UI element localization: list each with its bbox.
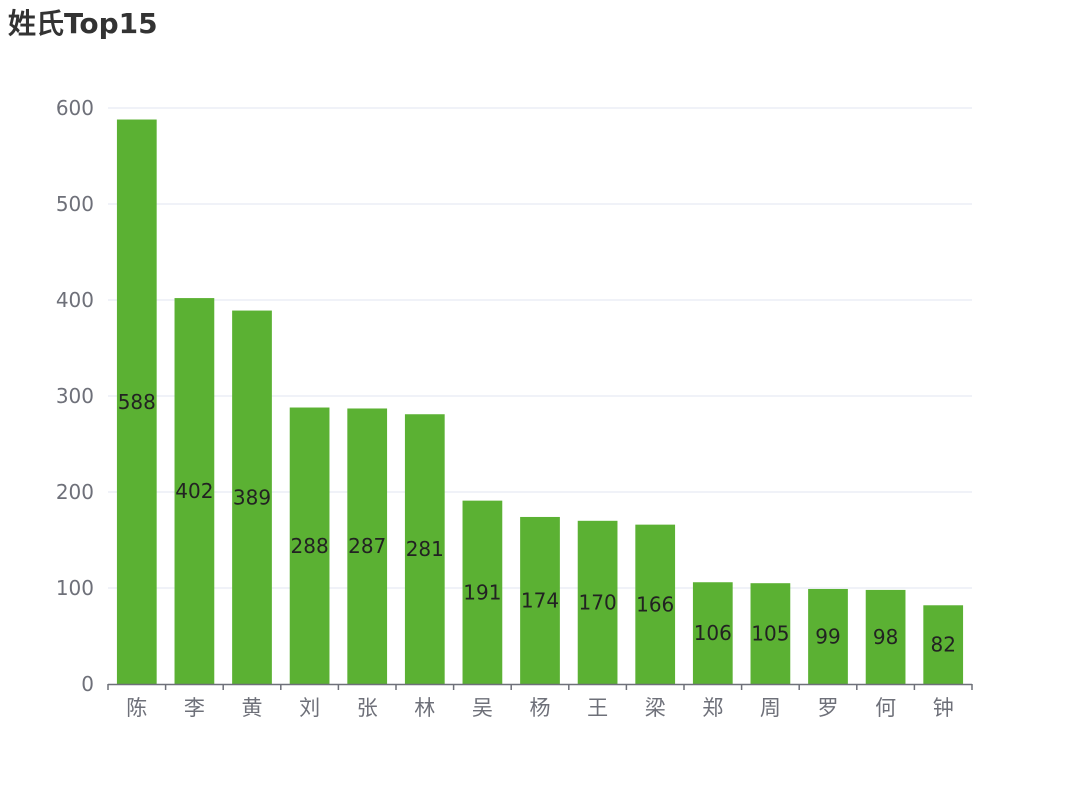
bar <box>462 500 503 684</box>
x-tick-label: 吴 <box>472 696 493 720</box>
x-tick-label: 刘 <box>299 696 320 720</box>
x-tick-label: 张 <box>357 696 378 720</box>
bar <box>520 516 560 684</box>
bar <box>750 583 791 684</box>
data-label: 170 <box>579 590 617 614</box>
x-tick-label: 何 <box>875 696 896 720</box>
data-label: 288 <box>291 534 329 558</box>
data-label: 287 <box>348 534 386 558</box>
x-tick-label: 林 <box>414 696 435 720</box>
data-label: 106 <box>694 621 732 645</box>
x-tick-label: 钟 <box>933 696 954 720</box>
x-axis: 陈李黄刘张林吴杨王梁郑周罗何钟 <box>107 683 973 720</box>
bar <box>174 298 215 684</box>
data-label: 174 <box>521 588 559 612</box>
bars <box>116 119 964 684</box>
bar <box>808 588 848 684</box>
x-tick-label: 罗 <box>818 696 839 720</box>
x-tick-label: 黄 <box>242 696 263 720</box>
y-tick-label: 200 <box>56 480 94 504</box>
y-tick-label: 100 <box>56 576 94 600</box>
chart-title: 姓氏Top15 <box>8 7 158 40</box>
data-label: 105 <box>751 622 789 646</box>
x-tick-label: 李 <box>184 696 205 720</box>
x-tick-label: 周 <box>760 696 781 720</box>
x-tick-label: 王 <box>587 696 608 720</box>
data-label: 389 <box>233 485 271 509</box>
data-label: 98 <box>873 625 898 649</box>
bar <box>865 589 906 684</box>
data-label: 166 <box>636 592 674 616</box>
y-tick-label: 500 <box>56 192 94 216</box>
data-label: 191 <box>463 580 501 604</box>
bar <box>404 414 445 684</box>
bar <box>635 524 676 684</box>
y-tick-label: 600 <box>56 96 94 120</box>
x-tick-label: 杨 <box>530 696 551 720</box>
bar <box>923 605 964 684</box>
data-labels: 588 402 389 288 287 281 191 174 170 166 106 105 99 98… <box>118 390 956 657</box>
y-tick-label: 0 <box>81 672 94 696</box>
x-tick-label: 郑 <box>702 696 723 720</box>
y-axis: 0 100 200 300 400 500 600 <box>56 96 94 696</box>
y-tick-label: 300 <box>56 384 94 408</box>
y-tick-label: 400 <box>56 288 94 312</box>
data-label: 99 <box>815 624 840 648</box>
data-label: 588 <box>118 390 156 414</box>
bar <box>116 119 157 684</box>
x-tick-label: 陈 <box>126 696 147 720</box>
bar <box>577 520 618 684</box>
data-label: 82 <box>930 633 955 657</box>
bar <box>692 582 733 684</box>
bar <box>289 407 330 684</box>
x-tick-label: 梁 <box>645 696 666 720</box>
bar <box>232 310 272 684</box>
data-label: 402 <box>175 479 213 503</box>
data-label: 281 <box>406 537 444 561</box>
bar <box>347 408 388 684</box>
